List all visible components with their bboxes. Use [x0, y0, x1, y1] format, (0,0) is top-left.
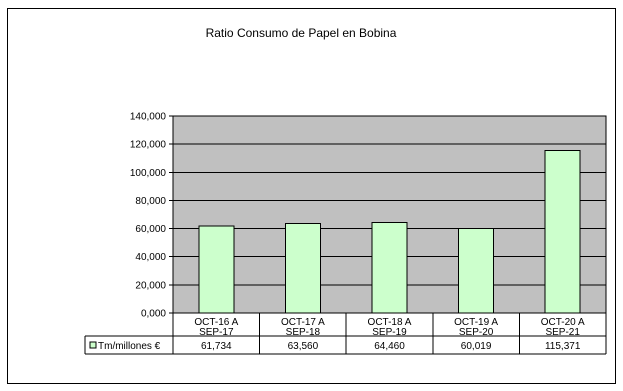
y-tick-label: 40,000	[135, 252, 166, 263]
y-tick-label: 20,000	[135, 280, 166, 291]
y-tick-label: 0,000	[141, 309, 166, 320]
category-label: SEP-19	[372, 327, 407, 338]
legend-swatch	[89, 341, 97, 349]
plot-area	[172, 115, 607, 314]
category-label: OCT-18 A	[368, 317, 412, 328]
chart-title: Ratio Consumo de Papel en Bobina	[206, 26, 397, 40]
legend-label: Tm/millones €	[98, 341, 161, 352]
y-tick-label: 100,000	[130, 168, 167, 179]
plot-border	[172, 115, 607, 314]
category-label: OCT-16 A	[194, 317, 238, 328]
bar-chart: Ratio Consumo de Papel en Bobina 0,000 20…	[84, 26, 607, 355]
data-value-label: 115,371	[545, 341, 581, 352]
category-label: SEP-18	[286, 327, 321, 338]
chart-frame: Ratio Consumo de Papel en Bobina 0,000 20…	[7, 8, 616, 384]
data-value-label: 64,460	[374, 341, 405, 352]
bar	[371, 221, 408, 314]
data-value-label: 60,019	[461, 341, 492, 352]
category-label: SEP-17	[199, 327, 234, 338]
y-tick-label: 120,000	[130, 140, 167, 151]
category-label: OCT-17 A	[281, 317, 325, 328]
data-value-label: 61,734	[201, 341, 232, 352]
bar	[284, 223, 321, 314]
y-tick-label: 60,000	[135, 224, 166, 235]
bar	[544, 150, 581, 314]
category-label: OCT-19 A	[454, 317, 498, 328]
bar	[458, 228, 495, 314]
category-label: SEP-20	[459, 327, 494, 338]
y-tick-label: 140,000	[130, 112, 167, 123]
y-tick-label: 80,000	[135, 196, 166, 207]
bar	[198, 225, 235, 314]
category-label: SEP-21	[545, 327, 580, 338]
y-axis: 0,000 20,000 40,000 60,000 80,000 100,000 120,…	[130, 112, 173, 320]
category-label: OCT-20 A	[541, 317, 585, 328]
data-value-label: 63,560	[288, 341, 319, 352]
